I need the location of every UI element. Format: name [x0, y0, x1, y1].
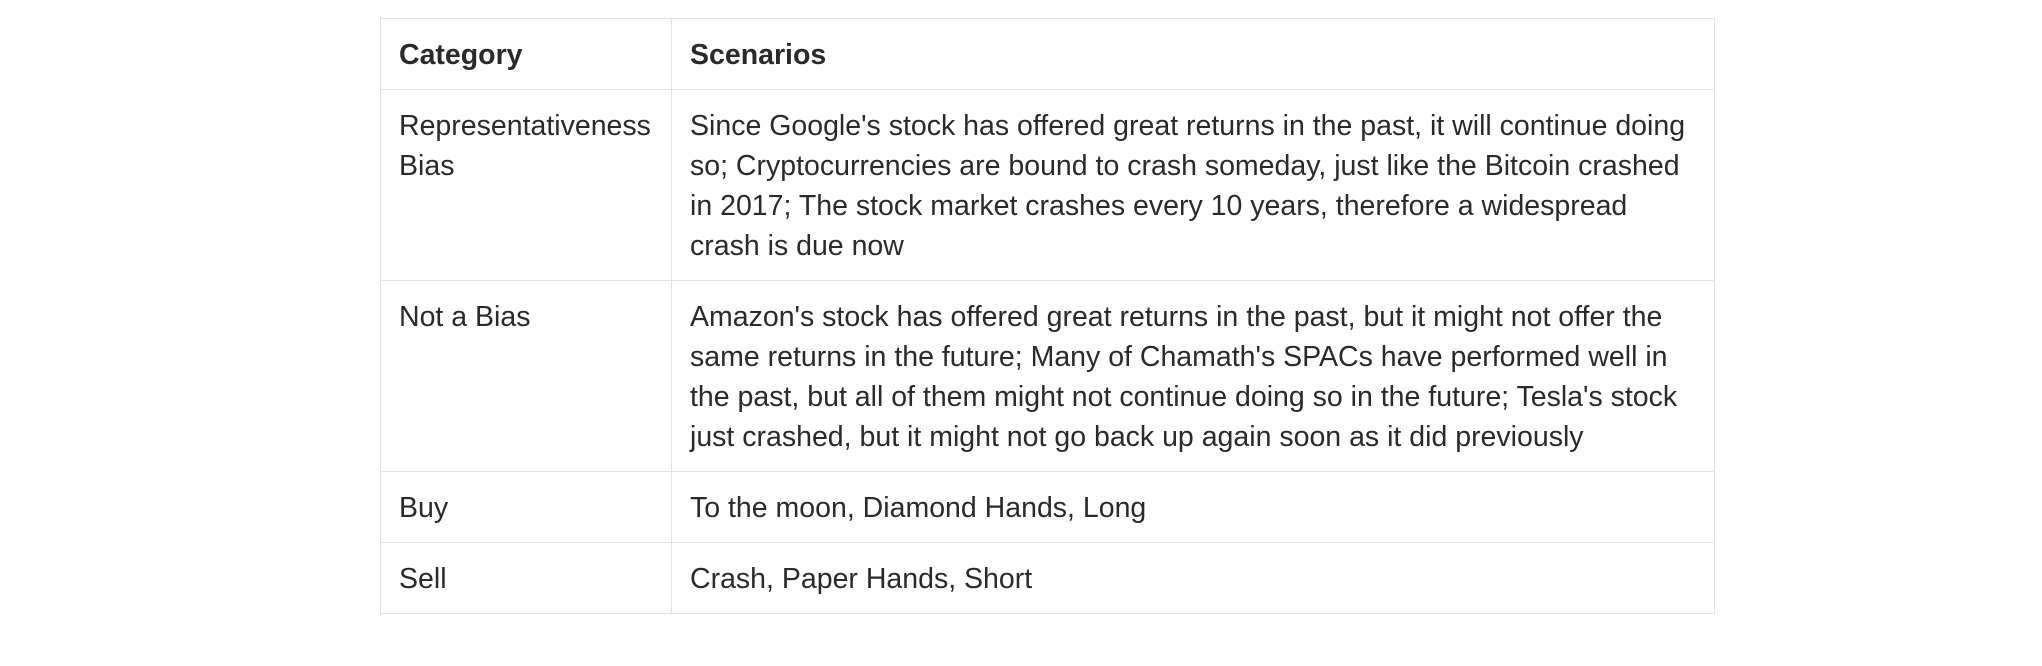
table-row: Representativeness Bias Since Google's s…	[380, 89, 1715, 281]
bias-scenarios-table: Category Scenarios Representativeness Bi…	[380, 18, 1715, 614]
table-row: Not a Bias Amazon's stock has offered gr…	[380, 280, 1715, 472]
category-cell: Representativeness Bias	[380, 89, 672, 281]
header-row: Category Scenarios	[380, 18, 1715, 90]
scenarios-cell: Crash, Paper Hands, Short	[671, 542, 1715, 614]
scenarios-cell: Amazon's stock has offered great returns…	[671, 280, 1715, 472]
scenarios-cell: To the moon, Diamond Hands, Long	[671, 471, 1715, 543]
table-body: Representativeness Bias Since Google's s…	[380, 89, 1715, 614]
bias-table-container: Category Scenarios Representativeness Bi…	[380, 18, 1715, 614]
scenarios-cell: Since Google's stock has offered great r…	[671, 89, 1715, 281]
category-cell: Sell	[380, 542, 672, 614]
table-row: Sell Crash, Paper Hands, Short	[380, 542, 1715, 614]
header-scenarios: Scenarios	[671, 18, 1715, 90]
category-cell: Buy	[380, 471, 672, 543]
table-row: Buy To the moon, Diamond Hands, Long	[380, 471, 1715, 543]
category-cell: Not a Bias	[380, 280, 672, 472]
table-header: Category Scenarios	[380, 18, 1715, 90]
header-category: Category	[380, 18, 672, 90]
